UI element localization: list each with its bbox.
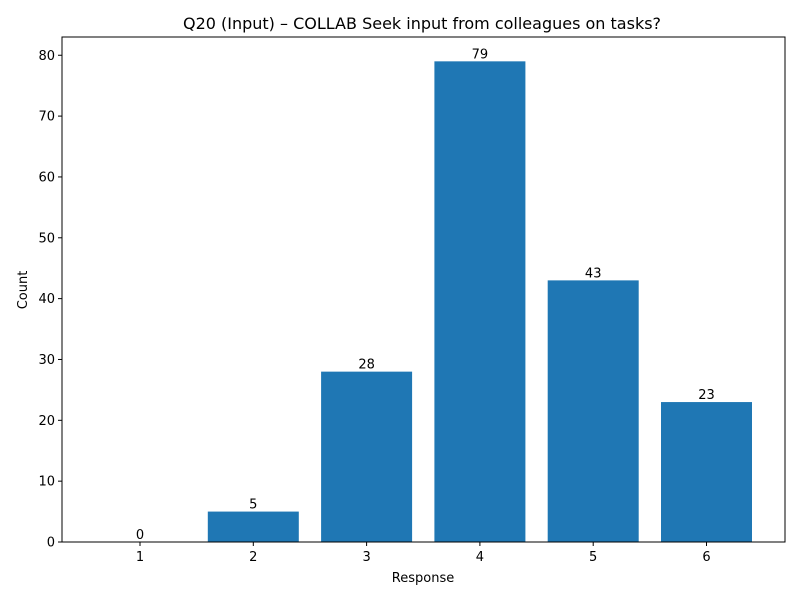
x-tick-label-4: 4 — [476, 550, 484, 565]
y-tick-label-20: 20 — [38, 414, 55, 429]
x-tick-label-3: 3 — [362, 550, 370, 565]
x-axis: 1 2 3 4 5 6 — [136, 542, 711, 565]
y-tick-label-10: 10 — [38, 475, 55, 490]
data-label-3: 28 — [358, 358, 375, 373]
y-tick-label-60: 60 — [38, 170, 55, 185]
data-labels-group: 0 5 28 79 43 23 — [136, 47, 715, 543]
bar-5 — [547, 280, 639, 542]
y-tick-label-40: 40 — [38, 292, 55, 307]
bar-3 — [321, 371, 413, 542]
chart-title: Q20 (Input) – COLLAB Seek input from col… — [183, 14, 661, 33]
y-tick-label-30: 30 — [38, 353, 55, 368]
x-tick-label-2: 2 — [249, 550, 257, 565]
x-tick-label-5: 5 — [589, 550, 597, 565]
x-tick-label-6: 6 — [702, 550, 710, 565]
bars-group — [207, 61, 752, 543]
plot-frame — [61, 36, 786, 543]
bar-6 — [661, 402, 752, 542]
bar-2 — [207, 511, 299, 542]
x-tick-label-1: 1 — [136, 550, 144, 565]
data-label-4: 79 — [472, 47, 489, 62]
y-tick-label-50: 50 — [38, 231, 55, 246]
data-label-1: 0 — [136, 528, 144, 543]
y-tick-label-0: 0 — [47, 536, 55, 551]
y-axis: 0 10 20 30 40 50 60 70 80 — [38, 49, 62, 551]
data-label-2: 5 — [249, 498, 257, 513]
data-label-6: 23 — [698, 388, 715, 403]
x-axis-label: Response — [392, 571, 454, 586]
y-tick-label-80: 80 — [38, 49, 55, 64]
y-tick-label-70: 70 — [38, 110, 55, 125]
bar-4 — [434, 61, 526, 543]
y-axis-label: Count — [16, 271, 31, 310]
data-label-5: 43 — [585, 266, 602, 281]
